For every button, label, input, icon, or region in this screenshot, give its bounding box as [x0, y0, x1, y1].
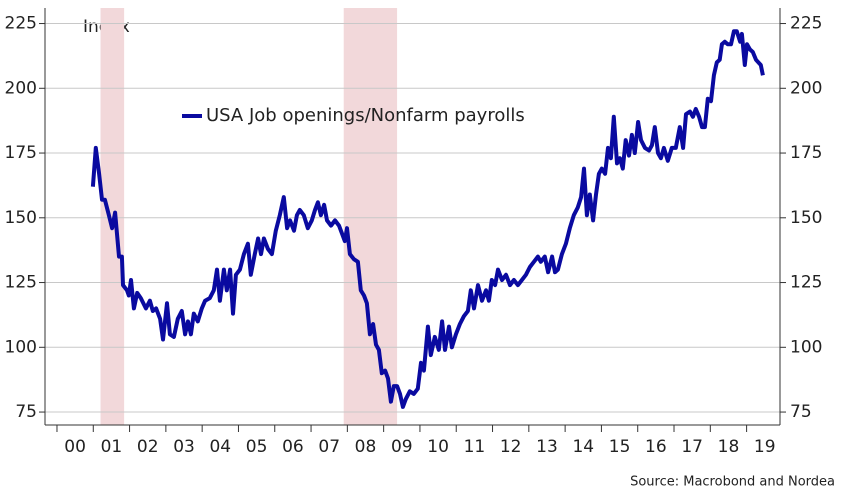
x-tick-label: 14	[572, 437, 594, 457]
x-tick-label: 15	[609, 437, 631, 457]
y2-tick-label: 75	[790, 402, 812, 422]
y-tick-label: 100	[5, 337, 37, 357]
x-tick-label: 09	[391, 437, 413, 457]
legend-label: USA Job openings/Nonfarm payrolls	[206, 105, 525, 126]
y-tick-label: 150	[5, 208, 37, 228]
y2-tick-label: 100	[790, 337, 822, 357]
x-tick-label: 10	[427, 437, 449, 457]
x-tick-label: 03	[173, 437, 195, 457]
x-tick-label: 02	[137, 437, 159, 457]
y2-tick-label: 175	[790, 143, 822, 163]
x-tick-label: 18	[718, 437, 740, 457]
source-note: Source: Macrobond and Nordea	[630, 475, 835, 490]
x-tick-label: 01	[101, 437, 123, 457]
y-tick-label: 225	[5, 14, 37, 34]
x-tick-label: 19	[754, 437, 776, 457]
x-tick-label: 04	[209, 437, 231, 457]
recession-shade	[343, 8, 398, 425]
y-tick-label: 75	[15, 402, 37, 422]
x-tick-label: 05	[246, 437, 268, 457]
y2-tick-label: 125	[790, 273, 822, 293]
x-tick-label: 17	[681, 437, 703, 457]
x-tick-label: 16	[645, 437, 667, 457]
y2-tick-label: 200	[790, 78, 822, 98]
y-tick-label: 125	[5, 273, 37, 293]
x-tick-label: 00	[64, 437, 86, 457]
x-tick-label: 11	[464, 437, 486, 457]
x-tick-label: 06	[282, 437, 304, 457]
y-tick-label: 175	[5, 143, 37, 163]
y-tick-label: 200	[5, 78, 37, 98]
x-tick-label: 07	[318, 437, 340, 457]
y2-tick-label: 150	[790, 208, 822, 228]
x-tick-label: 13	[536, 437, 558, 457]
data-line	[90, 29, 765, 409]
x-tick-label: 08	[355, 437, 377, 457]
y2-tick-label: 225	[790, 14, 822, 34]
x-tick-label: 12	[500, 437, 522, 457]
